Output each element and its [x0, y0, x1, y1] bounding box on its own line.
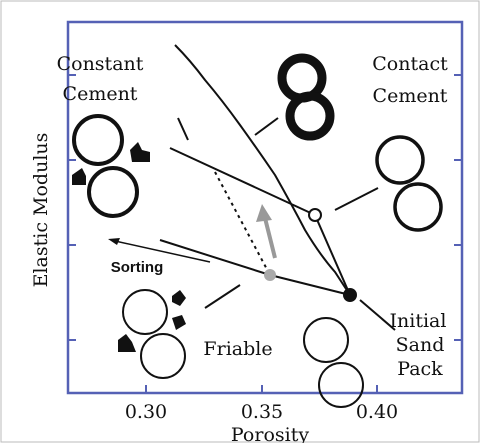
x-axis-label: Porosity [231, 424, 309, 443]
label: Cement [373, 85, 448, 107]
label: Friable [203, 338, 272, 360]
x-tick-label: 0.30 [125, 401, 167, 423]
gray-point [264, 269, 276, 281]
initial-point [343, 288, 357, 302]
label: Contact [372, 53, 448, 75]
y-axis-label: Elastic Modulus [30, 133, 52, 288]
label: Constant [57, 53, 144, 75]
label: Sorting [111, 259, 164, 276]
label: Initial [390, 310, 447, 332]
label: Cement [63, 83, 138, 105]
x-tick-label: 0.40 [356, 401, 398, 423]
label: Pack [397, 358, 443, 380]
x-tick-label: 0.35 [241, 401, 283, 423]
label: Sand [396, 334, 445, 356]
diagram: Constant Cement Contact Cement Sorting F… [0, 0, 480, 443]
open-point [309, 209, 321, 221]
